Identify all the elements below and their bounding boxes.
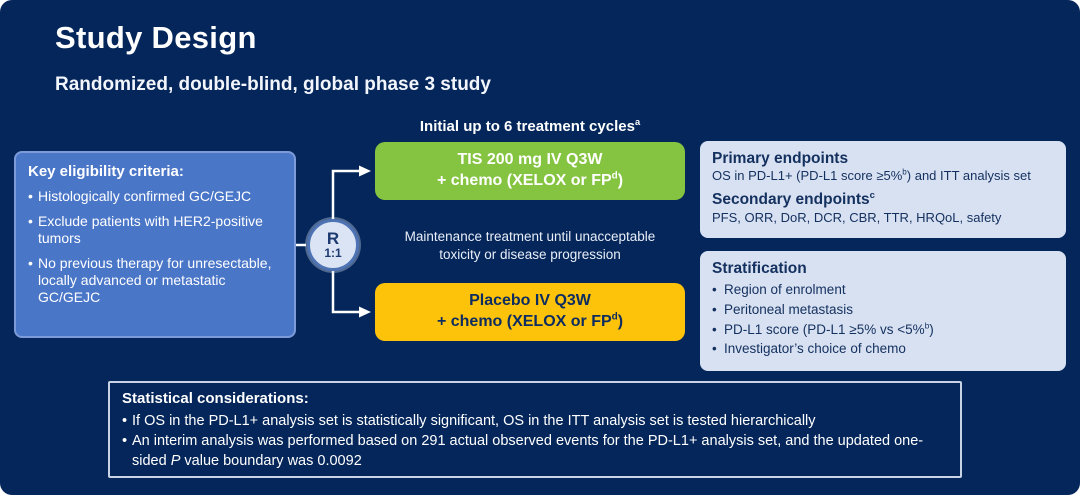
stratification-item: • Investigator’s choice of chemo (712, 339, 1054, 359)
footnote-marker-d: d (611, 311, 618, 323)
statistical-item-pre: An interim analysis was performed based … (132, 433, 924, 469)
footnote-marker-b: b (902, 168, 907, 178)
primary-endpoints-pre: OS in PD-L1+ (PD-L1 score ≥5% (712, 168, 903, 184)
bullet-dot: • (28, 188, 33, 204)
p-value-symbol: P (170, 453, 181, 469)
statistical-item: • An interim analysis was performed base… (122, 431, 948, 471)
connector-r-to-tis-arm (331, 165, 371, 220)
eligibility-item-text: Exclude patients with HER2-positive tumo… (38, 213, 263, 247)
connector-r-to-placebo-arm (331, 270, 371, 318)
bullet-dot: • (28, 213, 33, 230)
footnote-marker-b: b (924, 320, 930, 330)
tis-arm-line2-close: ) (617, 172, 624, 189)
stratification-item-pre: Region of enrolment (724, 282, 846, 298)
statistical-item-text: If OS in the PD-L1+ analysis set is stat… (132, 413, 816, 429)
tis-arm-line2-text: + chemo (XELOX or FP (436, 172, 612, 189)
bullet-dot: • (712, 341, 717, 357)
secondary-endpoints-title: Secondary endpoints (712, 191, 870, 209)
randomization-letter: R (326, 228, 340, 248)
secondary-endpoints-heading: Secondary endpointsc (712, 190, 1054, 209)
treatment-cycles-label: Initial up to 6 treatment cyclesa (355, 117, 705, 135)
placebo-arm-box: Placebo IV Q3W + chemo (XELOX or FPd) (375, 283, 685, 341)
page-title: Study Design (55, 20, 257, 55)
footnote-marker-c: c (869, 190, 875, 202)
primary-endpoints-post: ) and ITT analysis set (906, 168, 1031, 184)
stratification-panel: Stratification • Region of enrolment • P… (700, 251, 1066, 371)
eligibility-item: • Histologically confirmed GC/GEJC (28, 188, 282, 205)
bullet-dot: • (28, 255, 33, 272)
stratification-heading: Stratification (712, 260, 807, 277)
stratification-item-pre: Investigator’s choice of chemo (724, 341, 906, 357)
stratification-item-post: ) (929, 321, 934, 337)
stratification-item: • Region of enrolment (712, 280, 1054, 300)
placebo-arm-line1: Placebo IV Q3W (469, 292, 591, 310)
stratification-item-text: Investigator’s choice of chemo (724, 339, 906, 359)
randomization-circle: R 1:1 (307, 219, 359, 271)
statistical-item-post: value boundary was 0.0092 (180, 453, 362, 469)
maintenance-note: Maintenance treatment until unacceptable… (345, 228, 715, 264)
eligibility-item: • Exclude patients with HER2-positive tu… (28, 213, 282, 247)
footnote-marker-d: d (611, 170, 618, 182)
bullet-dot: • (122, 413, 128, 429)
statistical-heading: Statistical considerations: (122, 390, 309, 407)
maintenance-line1: Maintenance treatment until unacceptable (404, 229, 656, 244)
endpoints-panel: Primary endpoints OS in PD-L1+ (PD-L1 sc… (700, 141, 1066, 238)
placebo-arm-line2-text: + chemo (XELOX or FP (436, 313, 612, 330)
eligibility-heading: Key eligibility criteria: (28, 163, 184, 180)
randomization-ratio: 1:1 (324, 245, 342, 260)
statistical-item: • If OS in the PD-L1+ analysis set is st… (122, 411, 948, 431)
tis-arm-box: TIS 200 mg IV Q3W + chemo (XELOX or FPd) (375, 142, 685, 200)
placebo-arm-line2-close: ) (617, 313, 624, 330)
stratification-item-text: PD-L1 score (PD-L1 ≥5% vs <5%b) (724, 320, 934, 340)
footnote-marker-a: a (634, 117, 641, 127)
tis-arm-line1: TIS 200 mg IV Q3W (457, 151, 603, 169)
primary-endpoints-heading: Primary endpoints (712, 150, 849, 167)
secondary-endpoints-text: PFS, ORR, DoR, DCR, CBR, TTR, HRQoL, saf… (712, 209, 1002, 225)
eligibility-item-text: Histologically confirmed GC/GEJC (38, 188, 252, 204)
stratification-item: • Peritoneal metastasis (712, 300, 1054, 320)
stratification-item-text: Region of enrolment (724, 280, 846, 300)
bullet-dot: • (712, 301, 717, 317)
eligibility-item-text: No previous therapy for unresectable, lo… (38, 255, 272, 306)
maintenance-line2: toxicity or disease progression (439, 247, 621, 263)
bullet-dot: • (712, 282, 717, 298)
stratification-item-pre: Peritoneal metastasis (724, 301, 854, 317)
placebo-arm-line2: + chemo (XELOX or FPd) (437, 312, 623, 333)
stratification-item-pre: PD-L1 score (PD-L1 ≥5% vs <5% (724, 321, 925, 337)
stratification-item: • PD-L1 score (PD-L1 ≥5% vs <5%b) (712, 320, 1054, 340)
statistical-item-text: An interim analysis was performed based … (132, 431, 948, 471)
eligibility-box: Key eligibility criteria: • Histological… (14, 151, 296, 338)
treatment-cycles-text: Initial up to 6 treatment cycles (419, 118, 635, 135)
primary-endpoints-text: OS in PD-L1+ (PD-L1 score ≥5%b) and ITT … (712, 168, 1054, 185)
bullet-dot: • (712, 321, 717, 337)
statistical-considerations-box: Statistical considerations: • If OS in t… (108, 381, 962, 478)
eligibility-item: • No previous therapy for unresectable, … (28, 255, 282, 306)
page-subtitle: Randomized, double-blind, global phase 3… (55, 74, 491, 95)
tis-arm-line2: + chemo (XELOX or FPd) (437, 171, 623, 192)
stratification-item-text: Peritoneal metastasis (724, 300, 853, 320)
bullet-dot: • (122, 433, 128, 449)
